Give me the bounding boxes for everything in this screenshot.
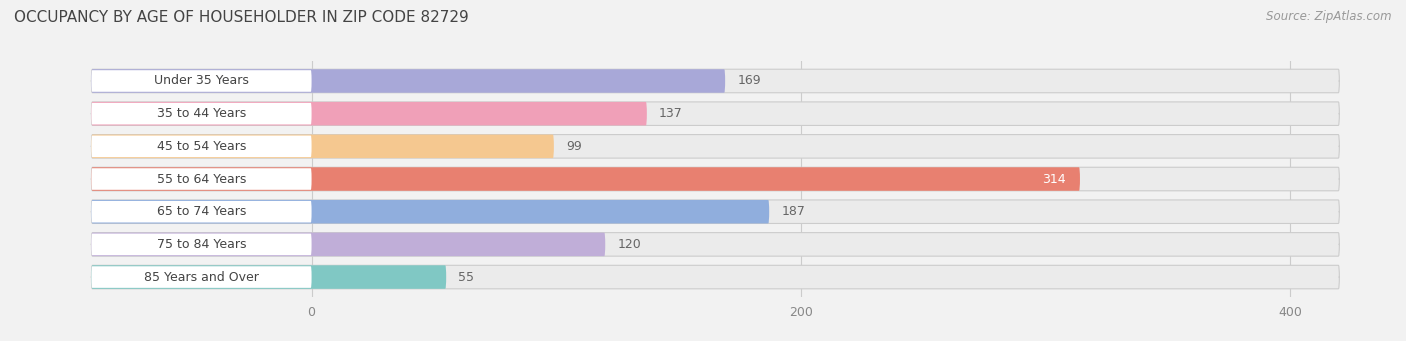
Text: 75 to 84 Years: 75 to 84 Years xyxy=(156,238,246,251)
Text: 314: 314 xyxy=(1042,173,1066,186)
Text: 187: 187 xyxy=(782,205,806,218)
Text: 169: 169 xyxy=(737,74,761,88)
Text: 45 to 54 Years: 45 to 54 Years xyxy=(157,140,246,153)
FancyBboxPatch shape xyxy=(91,233,605,256)
Text: OCCUPANCY BY AGE OF HOUSEHOLDER IN ZIP CODE 82729: OCCUPANCY BY AGE OF HOUSEHOLDER IN ZIP C… xyxy=(14,10,468,25)
FancyBboxPatch shape xyxy=(91,266,312,288)
Text: 137: 137 xyxy=(659,107,683,120)
FancyBboxPatch shape xyxy=(91,103,312,124)
FancyBboxPatch shape xyxy=(91,201,312,222)
FancyBboxPatch shape xyxy=(91,168,312,190)
Text: 99: 99 xyxy=(567,140,582,153)
FancyBboxPatch shape xyxy=(91,69,725,93)
Text: Source: ZipAtlas.com: Source: ZipAtlas.com xyxy=(1267,10,1392,23)
FancyBboxPatch shape xyxy=(91,200,769,223)
Text: 120: 120 xyxy=(617,238,641,251)
Text: 85 Years and Over: 85 Years and Over xyxy=(143,270,259,284)
Text: 55 to 64 Years: 55 to 64 Years xyxy=(157,173,246,186)
Text: 35 to 44 Years: 35 to 44 Years xyxy=(157,107,246,120)
Text: 55: 55 xyxy=(458,270,474,284)
FancyBboxPatch shape xyxy=(91,167,1340,191)
FancyBboxPatch shape xyxy=(91,70,312,92)
FancyBboxPatch shape xyxy=(91,167,1080,191)
FancyBboxPatch shape xyxy=(91,135,554,158)
FancyBboxPatch shape xyxy=(91,233,1340,256)
FancyBboxPatch shape xyxy=(91,234,312,255)
FancyBboxPatch shape xyxy=(91,200,1340,223)
FancyBboxPatch shape xyxy=(91,265,446,289)
FancyBboxPatch shape xyxy=(91,135,1340,158)
FancyBboxPatch shape xyxy=(91,102,1340,125)
Text: Under 35 Years: Under 35 Years xyxy=(155,74,249,88)
FancyBboxPatch shape xyxy=(91,102,647,125)
FancyBboxPatch shape xyxy=(91,69,1340,93)
Text: 65 to 74 Years: 65 to 74 Years xyxy=(157,205,246,218)
FancyBboxPatch shape xyxy=(91,136,312,157)
FancyBboxPatch shape xyxy=(91,265,1340,289)
